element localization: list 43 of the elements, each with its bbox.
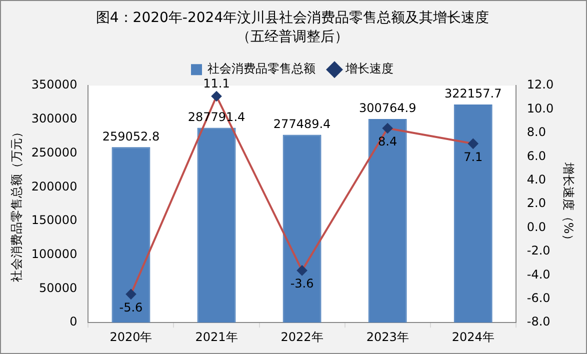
y2-tick-label: 4.0 [526, 172, 546, 187]
y-tick-label: 50000 [39, 280, 78, 295]
y-tick-label: 150000 [31, 213, 78, 228]
x-tick-label: 2021年 [195, 330, 238, 344]
y2-tick-label: 0.0 [526, 220, 546, 234]
y-tick-label: 200000 [31, 179, 78, 194]
x-tick-label: 2024年 [452, 330, 494, 344]
data-label: -5.6 [119, 300, 143, 314]
data-label: 11.1 [203, 76, 230, 90]
data-label: 322157.7 [444, 86, 502, 101]
data-label: -3.6 [290, 276, 314, 291]
y-tick-label: 0 [70, 314, 78, 329]
y2-tick-label: -6.0 [526, 291, 550, 306]
y-tick-label: 350000 [31, 78, 78, 92]
y2-axis-title: 增长速度（%） [562, 161, 576, 246]
y-tick-label: 100000 [31, 247, 78, 262]
y2-tick-label: -2.0 [526, 244, 550, 258]
bar [454, 104, 492, 323]
y2-tick-label: 2.0 [526, 196, 546, 210]
x-tick-label: 2023年 [366, 330, 409, 344]
data-label: 259052.8 [102, 129, 160, 144]
y-tick-label: 300000 [31, 112, 78, 126]
y-tick-label: 250000 [31, 145, 78, 160]
data-label: 277489.4 [273, 116, 331, 131]
y2-tick-label: -4.0 [526, 267, 550, 282]
legend-label: 社会消费品零售总额 [208, 62, 316, 76]
bar [197, 128, 236, 323]
bar [282, 134, 322, 323]
y2-tick-label: -8.0 [526, 314, 550, 329]
x-tick-label: 2022年 [280, 330, 324, 344]
legend-label: 增长速度 [344, 62, 394, 76]
chart-title: 图4：2020年-2024年汶川县社会消费品零售总额及其增长速度 [96, 10, 490, 26]
y-axis-title: 社会消费品零售总额（万元） [9, 126, 24, 282]
bar [112, 147, 150, 323]
y2-tick-label: 10.0 [526, 101, 554, 116]
x-tick-label: 2020年 [110, 330, 152, 344]
y2-tick-label: 8.0 [526, 125, 546, 140]
data-label: 300764.9 [358, 101, 416, 116]
bar [368, 118, 407, 323]
y2-tick-label: 6.0 [526, 148, 546, 163]
y2-tick-label: 12.0 [526, 78, 554, 92]
chart-subtitle: （五经普调整后） [236, 28, 348, 45]
data-label: 7.1 [464, 150, 483, 164]
